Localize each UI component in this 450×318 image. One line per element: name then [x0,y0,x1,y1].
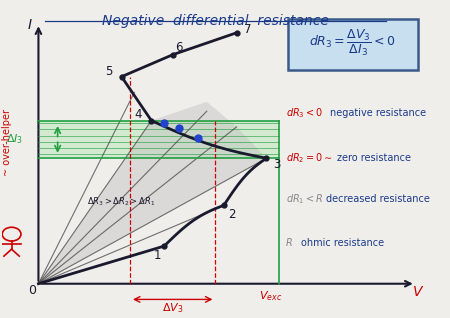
Text: 6: 6 [176,41,183,54]
Text: zero resistance: zero resistance [337,153,411,163]
Text: 7: 7 [243,23,251,36]
Text: ohmic resistance: ohmic resistance [301,238,384,248]
Text: $V_{exc}$: $V_{exc}$ [259,289,282,303]
Text: I: I [28,18,32,32]
Text: 4: 4 [135,108,142,121]
Bar [38,121,279,158]
Text: decreased resistance: decreased resistance [326,194,430,204]
Text: V: V [413,285,423,299]
Text: R: R [286,238,292,248]
Text: $dR_3 = \dfrac{\Delta V_3}{\Delta I_3} < 0$: $dR_3 = \dfrac{\Delta V_3}{\Delta I_3} <… [309,28,396,58]
Text: 5: 5 [105,66,112,79]
Text: $dR_1{<}R$: $dR_1{<}R$ [286,192,323,206]
Text: negative resistance: negative resistance [330,108,427,118]
Text: 0: 0 [28,284,36,296]
FancyBboxPatch shape [288,19,418,70]
Text: $dR_3{<}0$: $dR_3{<}0$ [286,106,323,120]
Text: $\Delta V_3$: $\Delta V_3$ [162,301,184,315]
Text: $\Delta I_3$: $\Delta I_3$ [6,133,23,146]
Text: 2: 2 [229,208,236,221]
Text: 3: 3 [274,158,281,171]
Text: ~ over-helper: ~ over-helper [2,109,12,176]
Polygon shape [38,102,266,284]
Text: Negative  differential  resistance: Negative differential resistance [102,14,329,28]
Text: 1: 1 [154,249,162,262]
Text: $\Delta R_3 {>} \Delta R_2 {>} \Delta R_1$: $\Delta R_3 {>} \Delta R_2 {>} \Delta R_… [87,196,156,208]
Text: $dR_2{=}0{\sim}$: $dR_2{=}0{\sim}$ [286,151,333,165]
